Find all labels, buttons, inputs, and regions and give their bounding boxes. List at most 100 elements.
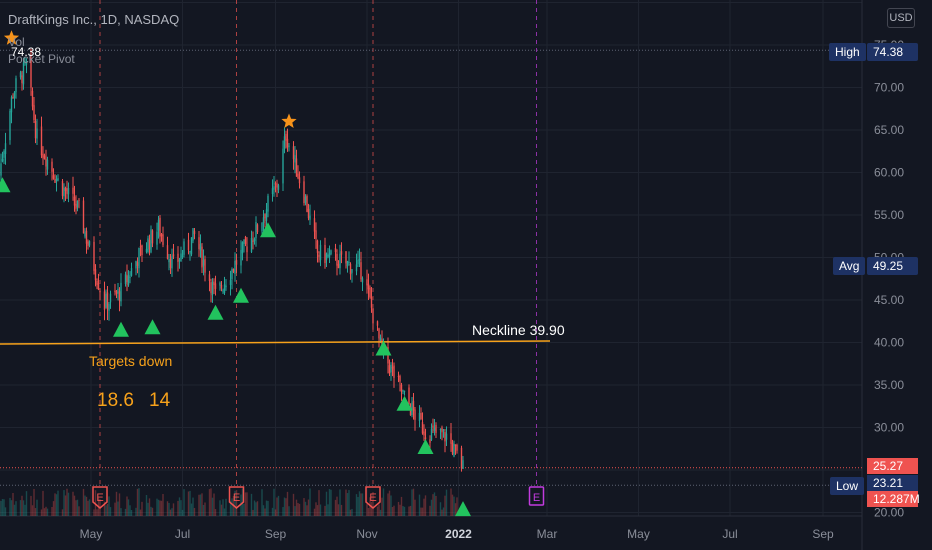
volume-bar	[369, 497, 371, 516]
earnings-marker: E	[92, 486, 108, 509]
time-axis: May Jul Sep Nov 2022 Mar May Jul Sep	[80, 527, 834, 541]
volume-bar	[223, 508, 226, 516]
volume-bar	[214, 509, 217, 516]
candle-body	[94, 269, 97, 281]
price-tick-label: 35.00	[874, 378, 904, 392]
candle-body	[439, 429, 442, 431]
candle-body	[253, 238, 256, 242]
candle-body	[390, 364, 392, 373]
volume-bar	[1, 499, 4, 516]
volume-bar	[315, 502, 317, 516]
volume-bar	[183, 489, 185, 516]
volume-bar	[109, 507, 112, 516]
volume-bar	[286, 491, 289, 516]
candle-body	[180, 253, 182, 261]
candle-body	[441, 427, 443, 433]
pocket-pivot-marker	[0, 177, 11, 193]
volume-bar	[432, 494, 434, 516]
volume-bar	[118, 493, 121, 516]
candle-body	[30, 58, 32, 88]
volume-bar	[348, 490, 350, 516]
candle-body	[424, 437, 427, 440]
candle-body	[369, 287, 371, 298]
candle-body	[288, 145, 290, 147]
volume-bar	[420, 507, 422, 516]
volume-bar	[87, 500, 89, 516]
volume-bar	[63, 490, 65, 516]
candle-body	[150, 229, 152, 253]
volume-bar	[10, 500, 13, 516]
candle-body	[85, 230, 88, 244]
volume-bar	[244, 492, 247, 516]
currency-button[interactable]: USD	[887, 8, 915, 28]
candle-body	[214, 283, 217, 289]
volume-bar	[85, 496, 88, 516]
candle-body	[262, 217, 265, 224]
volume-bar	[400, 496, 403, 516]
candle-body	[138, 247, 140, 269]
candle-body	[429, 439, 431, 443]
earnings-letter: E	[96, 492, 103, 504]
volume-bar	[199, 494, 202, 516]
candle-body	[220, 284, 223, 289]
candle-body	[159, 217, 161, 237]
volume-bar	[358, 491, 361, 516]
volume-bar	[22, 500, 25, 516]
volume-bar	[246, 492, 248, 516]
volume-bar	[189, 490, 191, 516]
candle-body	[313, 218, 316, 232]
low-label: Low	[830, 477, 865, 495]
volume-bar	[409, 505, 412, 516]
candle-body	[460, 447, 463, 469]
candle-body	[13, 91, 16, 99]
candle-body	[172, 254, 175, 257]
candle-body	[271, 188, 274, 195]
volume-bar	[88, 499, 91, 516]
volume-legend[interactable]: Vol	[8, 35, 25, 49]
reference-lines	[0, 49, 862, 486]
candle-body	[393, 365, 395, 378]
candle-body	[370, 296, 373, 308]
volume-bar	[361, 493, 364, 516]
volume-bar	[408, 506, 410, 516]
candle-body	[432, 425, 434, 428]
volume-bar	[220, 504, 223, 516]
event-lines	[99, 0, 537, 486]
volume-bar	[78, 506, 80, 516]
volume-bar	[325, 491, 328, 516]
volume-bar	[150, 506, 152, 516]
volume-bar	[318, 490, 320, 516]
candle-body	[76, 200, 79, 208]
earnings-letter: E	[533, 492, 540, 504]
candle-body	[282, 148, 284, 184]
volume-bar	[75, 500, 77, 516]
candle-body	[67, 188, 70, 195]
volume-bar	[327, 504, 329, 516]
candle-body	[73, 196, 76, 206]
volume-bar	[3, 499, 5, 516]
time-tick-label: Sep	[265, 527, 287, 541]
volume-bar	[136, 488, 139, 516]
candle-body	[171, 256, 173, 269]
volume-bar	[399, 504, 401, 516]
volume-bar	[156, 498, 158, 516]
volume-bar	[283, 497, 286, 516]
candle-body	[103, 291, 106, 310]
price-tick-label: 70.00	[874, 81, 904, 95]
candle-body	[201, 246, 203, 268]
volume-bar	[444, 495, 446, 516]
volume-bar	[357, 496, 359, 516]
volume-bar	[403, 506, 406, 516]
candle-body	[399, 376, 401, 382]
volume-bar	[316, 505, 319, 516]
volume-bar	[108, 496, 110, 516]
candle-body	[12, 96, 14, 98]
candle-body	[456, 445, 458, 451]
pocket-pivot-legend[interactable]: Pocket Pivot	[8, 52, 75, 66]
volume-bar	[276, 497, 278, 516]
pocket-pivot-marker	[375, 340, 392, 356]
candle-body	[264, 214, 266, 219]
candle-body	[261, 222, 263, 232]
